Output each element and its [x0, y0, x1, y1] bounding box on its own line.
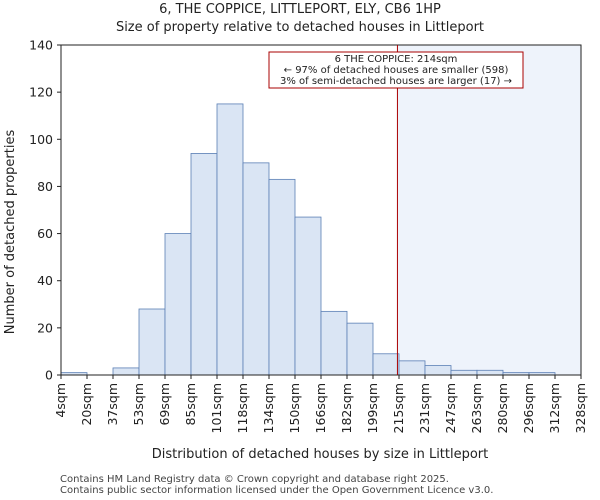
- x-tick-label: 296sqm: [521, 383, 536, 433]
- x-tick-label: 312sqm: [547, 383, 562, 433]
- y-axis-label: Number of detached properties: [3, 130, 18, 335]
- y-tick-label: 80: [37, 179, 53, 194]
- x-tick-label: 85sqm: [183, 383, 198, 426]
- bar-37sqm: [112, 367, 140, 376]
- x-tick-label: 215sqm: [391, 383, 406, 433]
- bar-231sqm: [424, 365, 452, 376]
- bar-69sqm: [164, 233, 192, 376]
- chart-subtitle: Size of property relative to detached ho…: [116, 20, 484, 35]
- x-tick-label: 182sqm: [339, 383, 354, 433]
- x-ticks-group: 4sqm 20sqm 37sqm 53sqm 69sqm 85sqm 101sqm 118sq…: [53, 375, 588, 433]
- x-tick-label: 328sqm: [573, 383, 588, 433]
- y-tick-label: 0: [45, 368, 53, 383]
- bar-215sqm: [398, 360, 426, 376]
- bar-247sqm: [450, 369, 478, 376]
- x-tick-label: 101sqm: [209, 383, 224, 433]
- bar-85sqm: [190, 153, 218, 376]
- bar-118sqm: [242, 162, 270, 376]
- footer-line-2: Contains public sector information licen…: [60, 485, 494, 496]
- bar-263sqm: [476, 369, 504, 376]
- bar-199sqm: [372, 353, 400, 376]
- x-tick-label: 4sqm: [53, 383, 68, 418]
- x-tick-label: 69sqm: [157, 383, 172, 426]
- plot-frame: [60, 44, 582, 376]
- footer-line-1: Contains HM Land Registry data © Crown c…: [60, 474, 449, 485]
- y-tick-label: 100: [29, 132, 53, 147]
- bar-166sqm: [320, 310, 348, 376]
- bar-150sqm: [294, 216, 322, 376]
- x-tick-label: 53sqm: [131, 383, 146, 426]
- bars-group: [60, 103, 556, 376]
- x-axis-label: Distribution of detached houses by size …: [152, 447, 489, 462]
- y-ticks-group: 0 20 40 60 80 100 120 140: [29, 38, 61, 383]
- x-tick-label: 134sqm: [261, 383, 276, 433]
- bar-101sqm: [216, 103, 244, 376]
- y-tick-label: 20: [37, 320, 53, 335]
- bar-134sqm: [268, 178, 296, 376]
- x-tick-label: 231sqm: [417, 383, 432, 433]
- x-tick-label: 20sqm: [79, 383, 94, 426]
- y-tick-label: 60: [37, 226, 53, 241]
- bar-182sqm: [346, 322, 374, 376]
- annotation-line-2: ← 97% of detached houses are smaller (59…: [284, 65, 509, 76]
- x-tick-label: 263sqm: [469, 383, 484, 433]
- annotation-line-3: 3% of semi-detached houses are larger (1…: [280, 76, 512, 87]
- y-tick-label: 120: [29, 85, 53, 100]
- x-tick-label: 150sqm: [287, 383, 302, 433]
- chart-title: 6, THE COPPICE, LITTLEPORT, ELY, CB6 1HP: [159, 2, 441, 17]
- bar-53sqm: [138, 308, 166, 376]
- x-tick-label: 118sqm: [235, 383, 250, 433]
- x-tick-label: 37sqm: [105, 383, 120, 426]
- x-tick-label: 280sqm: [495, 383, 510, 433]
- x-tick-label: 247sqm: [443, 383, 458, 433]
- y-tick-label: 40: [37, 273, 53, 288]
- x-tick-label: 199sqm: [365, 383, 380, 433]
- x-tick-label: 166sqm: [313, 383, 328, 433]
- highlight-region: [397, 45, 581, 375]
- annotation-box: 6 THE COPPICE: 214sqm ← 97% of detached …: [268, 51, 524, 89]
- annotation-line-1: 6 THE COPPICE: 214sqm: [335, 54, 458, 65]
- y-tick-label: 140: [29, 38, 53, 53]
